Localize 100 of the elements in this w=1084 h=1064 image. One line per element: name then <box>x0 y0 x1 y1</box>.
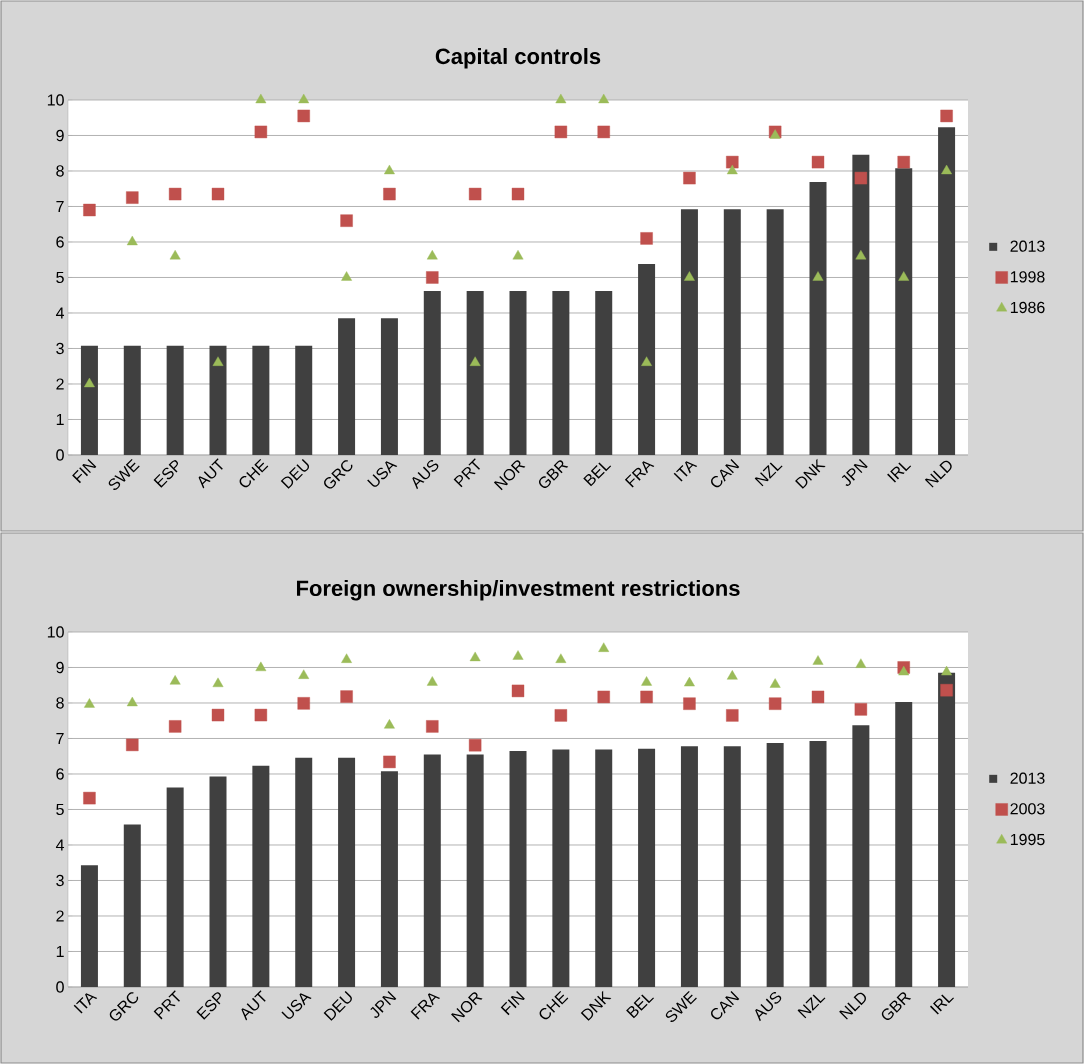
y-tick-label: 0 <box>56 981 64 993</box>
bar <box>80 345 98 455</box>
bar <box>766 743 784 987</box>
point <box>811 690 825 704</box>
point <box>168 187 182 201</box>
point <box>298 669 310 679</box>
bar <box>852 725 870 987</box>
bar <box>895 701 913 987</box>
x-tick-label: NZL <box>797 994 826 1019</box>
point <box>683 171 696 185</box>
y-tick-label: 8 <box>56 165 64 177</box>
point <box>340 690 353 703</box>
point <box>298 93 310 104</box>
bar <box>380 318 398 455</box>
y-tick-label: 3 <box>56 874 64 887</box>
point <box>426 249 438 260</box>
point <box>598 642 610 652</box>
bar <box>638 748 656 987</box>
bar <box>766 209 784 455</box>
point <box>341 653 352 663</box>
point <box>683 697 696 710</box>
point <box>726 670 738 680</box>
y-tick-label: 2 <box>56 378 64 390</box>
x-tick-label: ITA <box>73 993 98 1014</box>
point <box>554 125 568 139</box>
point <box>726 709 739 722</box>
chart-title: Foreign ownership/investment restrictions <box>296 579 740 601</box>
x-tick-label: BEL <box>626 994 654 1019</box>
y-tick-label: 1 <box>56 413 64 425</box>
point <box>641 676 652 686</box>
point <box>126 191 139 204</box>
x-tick-label: ITA <box>673 461 698 482</box>
bar <box>380 771 398 987</box>
x-tick-label: FRA <box>624 461 655 488</box>
point <box>126 235 138 246</box>
point <box>469 651 481 662</box>
bar <box>723 746 741 987</box>
bar <box>852 154 870 455</box>
point <box>383 755 396 769</box>
legend-label: 1998 <box>1010 271 1045 283</box>
bar <box>723 209 741 455</box>
point <box>554 709 568 722</box>
bar <box>809 181 827 455</box>
point <box>511 684 525 698</box>
bar <box>166 787 184 987</box>
bar <box>423 754 441 987</box>
bar <box>595 290 613 455</box>
bar <box>338 318 356 455</box>
bar <box>252 345 270 455</box>
bar <box>552 749 570 987</box>
y-tick-label: 9 <box>56 129 64 142</box>
bar <box>338 757 356 987</box>
point <box>812 655 824 665</box>
point <box>511 187 525 201</box>
x-tick-label: FIN <box>500 991 525 1016</box>
point <box>597 125 610 139</box>
point <box>726 155 739 169</box>
point <box>341 271 352 281</box>
y-tick-label: 10 <box>47 94 64 106</box>
legend-label: 2013 <box>1010 240 1045 252</box>
point <box>898 665 910 676</box>
point <box>426 676 438 686</box>
y-tick-label: 7 <box>56 200 64 212</box>
point <box>169 675 181 685</box>
y-tick-label: 5 <box>56 803 64 816</box>
point <box>597 690 610 704</box>
bar <box>552 290 570 455</box>
y-tick-label: 10 <box>47 626 64 638</box>
point <box>941 164 952 175</box>
y-tick-label: 4 <box>55 839 65 851</box>
y-tick-label: 4 <box>55 307 65 319</box>
point <box>126 696 138 707</box>
point <box>684 271 695 281</box>
bar <box>252 765 270 987</box>
point <box>255 661 267 672</box>
y-tick-label: 7 <box>56 732 64 744</box>
y-tick-label: 2 <box>56 910 64 922</box>
bar <box>509 750 527 987</box>
x-tick-label: USA <box>281 993 312 1019</box>
bar <box>680 746 698 987</box>
point <box>384 719 395 729</box>
point <box>769 678 781 688</box>
x-tick-label: BEL <box>583 462 612 487</box>
legend-label: 2013 <box>1010 772 1045 784</box>
point <box>84 698 95 708</box>
point <box>254 708 268 722</box>
point <box>168 720 182 733</box>
point <box>426 720 439 733</box>
x-tick-label: IRL <box>930 994 954 1015</box>
x-tick-label: USA <box>367 461 398 487</box>
y-tick-label: 0 <box>56 449 64 461</box>
point <box>169 249 181 260</box>
y-tick-label: 1 <box>56 945 64 957</box>
x-tick-label: JPN <box>370 991 397 1018</box>
point <box>83 203 96 217</box>
point <box>684 676 695 687</box>
legend-label: 1995 <box>1010 833 1045 846</box>
chart-title: Capital controls <box>435 47 601 69</box>
point <box>512 249 524 260</box>
point <box>555 653 567 663</box>
